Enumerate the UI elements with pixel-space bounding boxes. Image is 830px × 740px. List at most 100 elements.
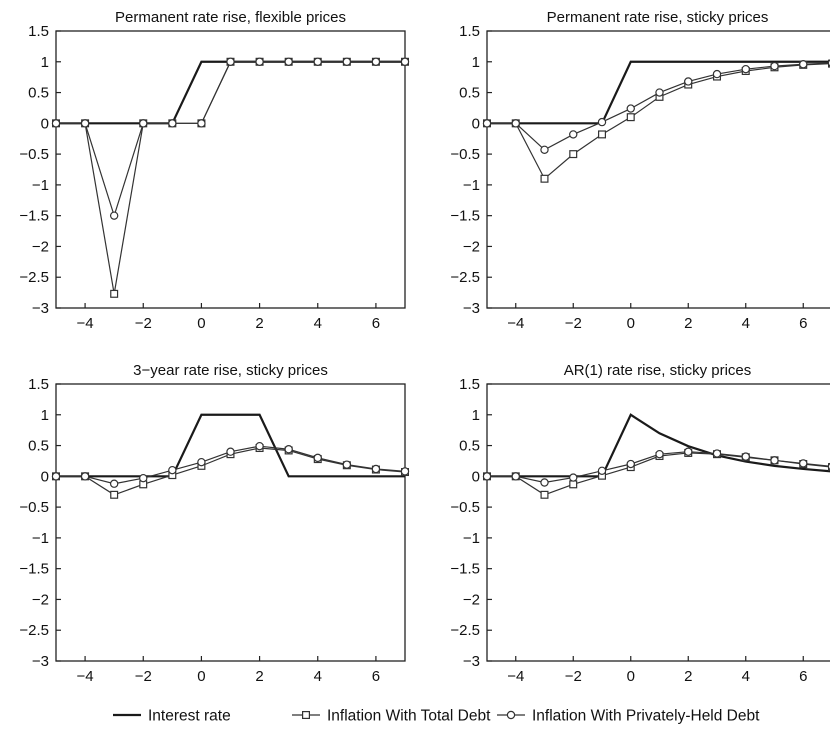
data-point-inflation-privately-held-debt xyxy=(712,449,722,458)
data-point-inflation-total-debt xyxy=(540,174,549,183)
y-tick-label: 1 xyxy=(41,54,49,71)
data-point-inflation-privately-held-debt xyxy=(109,211,119,220)
y-tick-label: −1.5 xyxy=(19,208,49,225)
series-line-interest-rate xyxy=(56,60,405,125)
data-point-inflation-privately-held-debt xyxy=(255,57,264,66)
data-point-inflation-privately-held-debt xyxy=(597,117,607,127)
data-point-inflation-privately-held-debt xyxy=(313,453,322,463)
plot-frame xyxy=(486,383,830,662)
y-tick-label: −1 xyxy=(32,177,49,194)
x-tick-label: 6 xyxy=(799,668,807,685)
data-point-inflation-privately-held-debt xyxy=(342,460,352,469)
data-point-inflation-privately-held-debt xyxy=(482,472,492,481)
y-tick-label: −2 xyxy=(32,238,49,255)
y-tick-label: 1 xyxy=(472,407,480,424)
chart-panel-4: AR(1) rate rise, sticky prices 1.5 1 0.5 0 −0… xyxy=(450,362,830,685)
y-tick-label: 0.5 xyxy=(459,438,480,455)
series-line-interest-rate xyxy=(487,413,830,478)
data-point-inflation-privately-held-debt xyxy=(741,64,750,74)
data-point-inflation-privately-held-debt xyxy=(799,459,808,468)
y-tick-label: −3 xyxy=(32,653,49,670)
series-line-inflation-total-debt xyxy=(56,61,405,294)
series-line-inflation-privately-held-debt xyxy=(487,62,830,151)
data-point-inflation-total-debt xyxy=(569,150,578,159)
data-point-inflation-privately-held-debt xyxy=(770,456,779,465)
x-tick-label: 6 xyxy=(372,668,380,685)
plot-frame xyxy=(55,30,406,309)
data-point-inflation-privately-held-debt xyxy=(482,119,492,128)
y-tick-label: 1.5 xyxy=(28,23,49,40)
x-tick-label: 0 xyxy=(197,668,205,685)
data-point-inflation-privately-held-debt xyxy=(226,57,235,66)
chart-panel-1: Permanent rate rise, flexible prices 1.5 1… xyxy=(19,9,410,332)
y-tick-label: −2 xyxy=(463,591,480,608)
x-tick-label: 0 xyxy=(197,315,205,332)
data-point-inflation-privately-held-debt xyxy=(597,466,607,475)
y-tick-label: 0 xyxy=(472,468,480,485)
x-tick-label: 2 xyxy=(684,668,692,685)
data-point-inflation-privately-held-debt xyxy=(511,472,520,481)
x-tick-label: 4 xyxy=(314,315,322,332)
y-tick-label: 0 xyxy=(41,115,49,132)
data-point-inflation-privately-held-debt xyxy=(626,459,635,469)
y-tick-label: −2.5 xyxy=(450,269,480,286)
x-tick-label: 2 xyxy=(255,668,263,685)
data-point-inflation-privately-held-debt xyxy=(168,119,177,128)
y-tick-label: −3 xyxy=(463,653,480,670)
data-point-inflation-privately-held-debt xyxy=(770,61,779,71)
chart-title: Permanent rate rise, flexible prices xyxy=(115,9,346,26)
series-line-inflation-total-debt xyxy=(487,63,830,180)
data-point-inflation-privately-held-debt xyxy=(168,465,177,475)
data-point-inflation-privately-held-debt xyxy=(540,478,549,487)
data-point-inflation-privately-held-debt xyxy=(569,473,578,482)
data-point-inflation-privately-held-debt xyxy=(284,57,293,66)
data-point-inflation-privately-held-debt xyxy=(109,479,119,488)
x-tick-label: 0 xyxy=(627,315,635,332)
data-point-inflation-privately-held-debt xyxy=(226,447,235,456)
series-line-interest-rate xyxy=(487,60,830,125)
data-point-inflation-privately-held-debt xyxy=(313,57,322,66)
x-tick-label: −2 xyxy=(135,668,152,685)
x-tick-label: 4 xyxy=(742,668,750,685)
x-tick-label: −4 xyxy=(77,315,94,332)
y-tick-label: −2.5 xyxy=(19,622,49,639)
data-point-inflation-total-debt xyxy=(569,480,578,489)
legend-item-total: Inflation With Total Debt xyxy=(292,708,491,725)
data-point-inflation-total-debt xyxy=(597,130,606,139)
data-point-inflation-privately-held-debt xyxy=(371,57,381,66)
y-tick-label: 1 xyxy=(41,407,49,424)
chart-title: 3−year rate rise, sticky prices xyxy=(133,362,328,379)
x-tick-label: −2 xyxy=(565,315,582,332)
legend-label: Inflation With Total Debt xyxy=(327,708,491,725)
x-tick-label: −4 xyxy=(507,668,524,685)
legend-label: Inflation With Privately-Held Debt xyxy=(532,708,760,725)
chart-panel-3: 3−year rate rise, sticky prices 1.5 1 0.5 0 −… xyxy=(19,362,410,685)
y-tick-label: 0.5 xyxy=(459,85,480,102)
data-point-inflation-privately-held-debt xyxy=(197,119,206,128)
series-line-interest-rate xyxy=(56,413,405,478)
y-tick-label: −0.5 xyxy=(450,499,480,516)
y-tick-label: −1 xyxy=(463,530,480,547)
y-tick-label: 0 xyxy=(41,468,49,485)
data-point-inflation-privately-held-debt xyxy=(626,104,635,113)
plot-frame xyxy=(486,30,830,309)
x-tick-label: 6 xyxy=(372,315,380,332)
x-tick-label: 6 xyxy=(799,315,807,332)
data-point-inflation-total-debt xyxy=(110,490,119,499)
y-tick-label: −0.5 xyxy=(19,499,49,516)
data-point-inflation-privately-held-debt xyxy=(655,88,664,97)
plot-area xyxy=(482,59,830,183)
y-tick-label: −2 xyxy=(463,238,480,255)
data-point-inflation-privately-held-debt xyxy=(284,445,293,454)
x-tick-label: 2 xyxy=(684,315,692,332)
data-point-inflation-privately-held-debt xyxy=(342,57,352,66)
y-tick-label: −1 xyxy=(32,530,49,547)
data-point-inflation-privately-held-debt xyxy=(139,473,148,483)
x-tick-label: 0 xyxy=(627,668,635,685)
y-tick-label: 1.5 xyxy=(459,376,480,393)
plot-area xyxy=(51,57,410,298)
chart-panels: Permanent rate rise, flexible prices 1.5 1… xyxy=(19,9,830,685)
legend-label: Interest rate xyxy=(148,708,231,725)
data-point-inflation-privately-held-debt xyxy=(255,441,264,451)
